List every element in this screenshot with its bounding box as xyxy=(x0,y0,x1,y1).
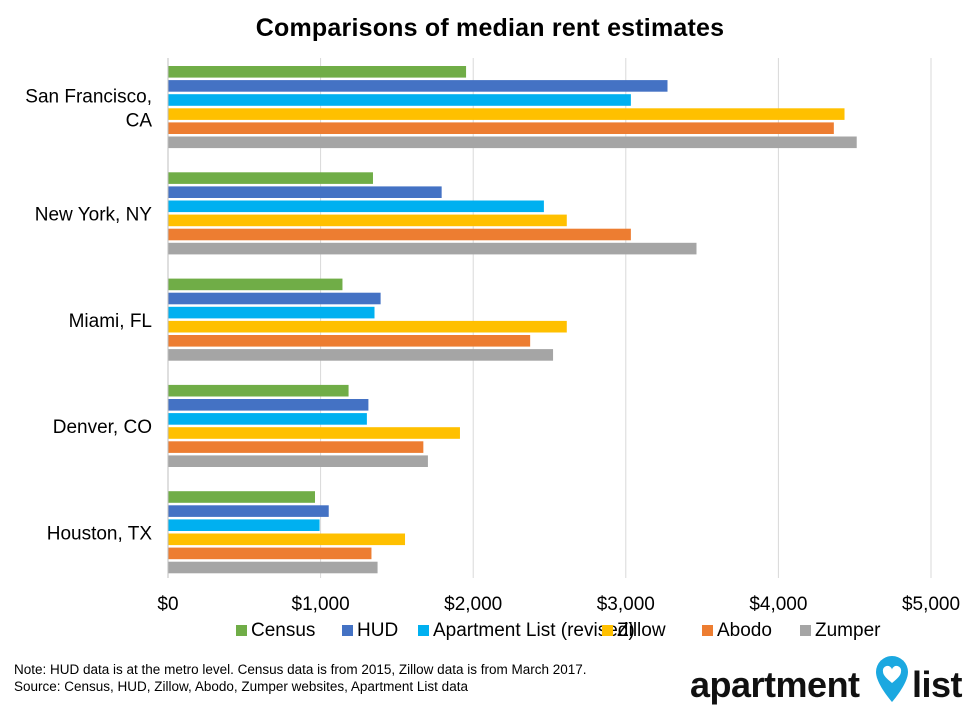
legend-label: Zumper xyxy=(815,620,881,641)
bar xyxy=(168,427,460,439)
bar xyxy=(168,136,857,149)
legend-swatch xyxy=(236,625,247,636)
legend-swatch xyxy=(342,625,353,636)
legend-label: Zillow xyxy=(617,620,666,641)
bar-chart: San Francisco, CA New York, NY Miami, FL Den… xyxy=(25,58,960,641)
bar xyxy=(168,200,544,213)
bar xyxy=(168,108,845,120)
logo-right-text: list xyxy=(912,664,963,705)
x-tick-label: $4,000 xyxy=(749,594,807,615)
bar xyxy=(168,292,381,305)
bar xyxy=(168,186,442,198)
bar xyxy=(168,94,631,106)
category-label: San Francisco, xyxy=(25,86,152,107)
legend-label: HUD xyxy=(357,620,398,641)
bar xyxy=(168,533,406,546)
category-labels: San Francisco, CA New York, NY Miami, FL Den… xyxy=(25,86,152,544)
legend-swatch xyxy=(602,625,613,636)
bar xyxy=(168,413,367,425)
footnote-line-1: Note: HUD data is at the metro level. Ce… xyxy=(14,662,587,677)
bar xyxy=(168,561,378,574)
bar xyxy=(168,384,349,397)
x-tick-label: $1,000 xyxy=(292,594,350,615)
legend-swatch xyxy=(418,625,429,636)
bar xyxy=(168,505,329,517)
category-label: CA xyxy=(126,110,153,131)
bars-layer xyxy=(168,66,857,574)
bar xyxy=(168,278,343,291)
legend-swatch xyxy=(800,625,811,636)
x-tick-labels: $0 $1,000 $2,000 $3,000 $4,000 $5,000 xyxy=(157,594,960,615)
bar xyxy=(168,335,531,347)
bar xyxy=(168,172,373,184)
x-tick-label: $5,000 xyxy=(902,594,960,615)
chart-title: Comparisons of median rent estimates xyxy=(255,14,725,42)
x-tick-label: $2,000 xyxy=(444,594,502,615)
legend-label: Abodo xyxy=(717,620,772,641)
x-tick-label: $0 xyxy=(157,594,178,615)
bar xyxy=(168,455,428,467)
bar xyxy=(168,519,320,531)
category-label: Denver, CO xyxy=(53,417,152,438)
category-label: Miami, FL xyxy=(69,311,152,332)
legend-label: Apartment List (revised) xyxy=(433,620,635,641)
x-tick-label: $3,000 xyxy=(597,594,655,615)
bar xyxy=(168,66,467,78)
bar xyxy=(168,399,369,411)
bar xyxy=(168,214,567,227)
map-pin-heart-icon xyxy=(876,656,908,702)
bar xyxy=(168,320,567,333)
footnote: Note: HUD data is at the metro level. Ce… xyxy=(14,661,587,695)
bar xyxy=(168,228,631,241)
bar xyxy=(168,491,315,503)
footnote-line-2: Source: Census, HUD, Zillow, Abodo, Zump… xyxy=(14,679,468,694)
legend-label: Census xyxy=(251,620,315,641)
legend: Census HUD Apartment List (revised)Zillow A… xyxy=(236,620,881,641)
bar xyxy=(168,122,834,134)
bar xyxy=(168,306,375,319)
category-label: Houston, TX xyxy=(47,524,153,545)
logo-left-text: apartment xyxy=(690,664,860,705)
bar xyxy=(168,80,668,92)
bar xyxy=(168,349,554,361)
category-label: New York, NY xyxy=(35,205,153,226)
bar xyxy=(168,441,424,453)
bar xyxy=(168,242,697,255)
legend-swatch xyxy=(702,625,713,636)
bar xyxy=(168,547,372,560)
